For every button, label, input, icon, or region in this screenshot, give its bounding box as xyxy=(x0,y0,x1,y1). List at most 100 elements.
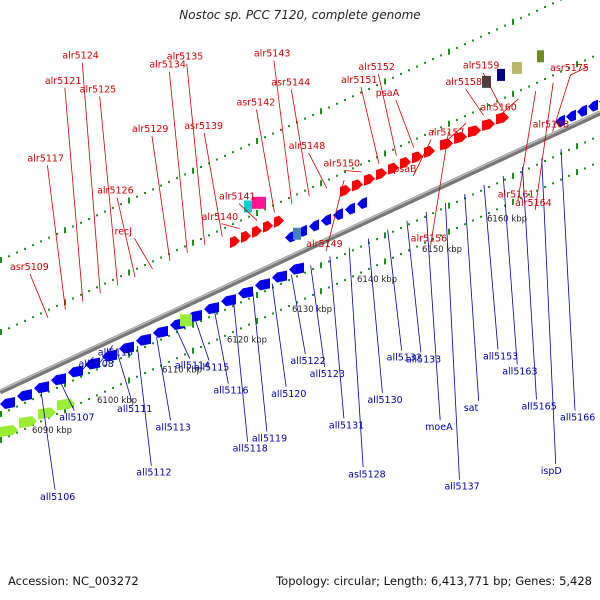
reverse-gene-arrow xyxy=(566,109,576,122)
tick-label: 6140 kbp xyxy=(357,275,397,285)
forward-leader-line xyxy=(116,197,136,278)
tick-dot xyxy=(312,293,314,296)
forward-gene-label: alr5156 xyxy=(411,233,448,244)
tick-dot xyxy=(8,409,10,412)
tick-dot xyxy=(536,81,538,84)
tick-dot xyxy=(552,182,554,185)
tick-dot xyxy=(320,262,322,269)
tick-dot xyxy=(64,227,66,234)
tick-dot xyxy=(248,323,250,326)
tick-dot xyxy=(256,137,258,144)
reverse-leader-line xyxy=(40,390,56,491)
forward-leader-line xyxy=(430,131,450,246)
reverse-leader-line xyxy=(368,238,383,394)
tick-dot xyxy=(568,148,570,151)
tick-dot xyxy=(80,293,82,296)
reverse-leader-line xyxy=(117,354,133,403)
reverse-gene-arrow xyxy=(102,349,117,362)
map-title: Nostoc sp. PCC 7120, complete genome xyxy=(179,8,421,22)
tick-dot xyxy=(328,260,330,263)
forward-leader-line xyxy=(377,73,397,156)
tick-dot xyxy=(520,197,522,200)
tick-dot xyxy=(456,226,458,229)
tick-dot xyxy=(592,137,594,140)
forward-leader-line xyxy=(482,72,502,108)
tick-dot xyxy=(424,215,426,218)
tick-dot xyxy=(336,174,338,177)
tick-dot xyxy=(200,346,202,348)
reverse-leader-line xyxy=(483,184,499,350)
forward-leader-line xyxy=(517,90,537,202)
tick-dot xyxy=(152,188,154,191)
reverse-gene-label: all5118 xyxy=(233,444,268,455)
tick-dot xyxy=(112,386,114,389)
tick-dot xyxy=(544,186,546,189)
feature-box-green xyxy=(180,314,192,327)
forward-leader-line xyxy=(221,223,240,229)
forward-leader-line xyxy=(238,203,258,221)
tick-dot xyxy=(464,115,466,118)
tick-dot xyxy=(432,212,434,215)
tick-dot xyxy=(392,76,394,79)
tick-dot xyxy=(448,120,450,127)
tick-dot xyxy=(32,398,34,401)
reverse-gene-arrow xyxy=(85,357,100,370)
tick-dot xyxy=(360,271,362,274)
reverse-gene-arrow xyxy=(555,114,565,127)
reverse-leader-line xyxy=(348,247,364,468)
reverse-leader-line xyxy=(136,346,152,466)
forward-gene-label: alr5168 xyxy=(533,120,570,131)
feature-box-navy xyxy=(497,68,505,81)
tick-dot xyxy=(272,132,274,135)
tick-dot xyxy=(288,197,290,200)
reverse-gene-label: sat xyxy=(464,403,479,414)
tick-dot xyxy=(576,169,578,176)
tick-dot xyxy=(504,178,506,181)
tick-dot xyxy=(352,249,354,252)
tick-dot xyxy=(288,305,290,308)
tick-dot xyxy=(312,113,314,116)
forward-gene-arrow xyxy=(364,173,375,186)
tick-dot xyxy=(224,154,226,157)
forward-gene-arrow xyxy=(230,236,240,249)
tick-dot xyxy=(136,349,138,352)
forward-gene-label: alr5152 xyxy=(358,62,395,73)
tick-dot xyxy=(192,347,194,354)
tick-dot xyxy=(280,200,282,203)
tick-dot xyxy=(400,73,402,75)
tick-dot xyxy=(280,308,282,311)
tick-dot xyxy=(544,160,546,163)
reverse-gene-arrow xyxy=(34,381,49,394)
reverse-gene-label: all5122 xyxy=(290,356,325,367)
forward-gene-label: alr5125 xyxy=(80,84,117,95)
tick-dot xyxy=(264,290,266,293)
tick-dot xyxy=(248,143,250,146)
tick-dot xyxy=(272,312,274,315)
reverse-gene-arrow xyxy=(51,373,66,386)
tick-dot xyxy=(144,264,146,267)
tick-dot xyxy=(24,319,26,322)
feature-box-cyan xyxy=(244,200,252,213)
reverse-leader-line xyxy=(59,381,75,411)
tick-dot xyxy=(336,256,338,259)
reverse-gene-label: moeA xyxy=(425,422,453,433)
reverse-leader-line xyxy=(329,256,345,419)
tick-dot xyxy=(8,255,10,258)
tick-dot xyxy=(432,130,434,133)
forward-gene-label: alr5161 xyxy=(498,189,535,200)
forward-gene-label: asr5109 xyxy=(10,262,49,273)
forward-gene-label: alr5158 xyxy=(445,77,482,88)
forward-gene-label: alr5157 xyxy=(428,128,465,139)
tick-dot xyxy=(216,338,218,341)
forward-gene-label: psaA xyxy=(376,88,400,99)
tick-dot xyxy=(208,234,210,237)
tick-dot xyxy=(416,65,418,68)
tick-dot xyxy=(504,96,506,99)
tick-dot xyxy=(304,117,306,120)
tick-dot xyxy=(472,39,474,42)
tick-dot xyxy=(296,193,298,196)
reverse-leader-line xyxy=(213,310,229,384)
tick-dot xyxy=(416,137,418,140)
tick-dot xyxy=(400,145,402,147)
forward-gene-label: asr5175 xyxy=(550,63,589,74)
